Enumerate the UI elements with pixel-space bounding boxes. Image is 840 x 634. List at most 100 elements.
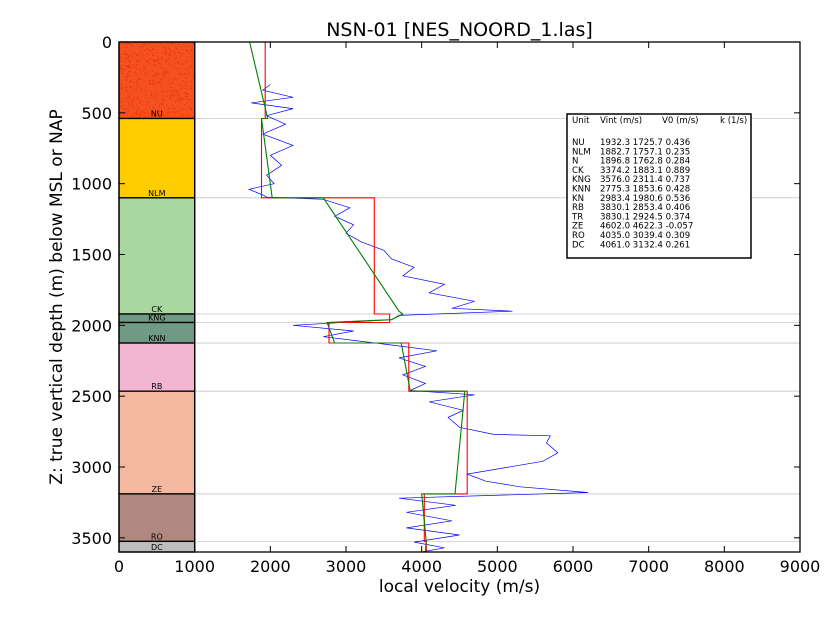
texture-dot bbox=[191, 116, 193, 118]
texture-dot bbox=[177, 111, 179, 113]
texture-dot bbox=[183, 84, 185, 86]
texture-dot bbox=[126, 107, 128, 109]
texture-dot bbox=[193, 50, 195, 52]
texture-dot bbox=[160, 64, 162, 66]
texture-dot bbox=[152, 59, 154, 61]
x-tick-label: 1000 bbox=[174, 557, 215, 576]
texture-dot bbox=[147, 111, 149, 113]
texture-dot bbox=[129, 70, 131, 72]
strat-unit-nu bbox=[118, 41, 196, 120]
texture-dot bbox=[155, 49, 157, 51]
texture-dot bbox=[147, 101, 149, 103]
texture-dot bbox=[128, 71, 130, 73]
texture-dot bbox=[188, 59, 190, 61]
texture-dot bbox=[128, 103, 130, 105]
texture-dot bbox=[183, 115, 185, 117]
texture-dot bbox=[138, 46, 140, 48]
texture-dot bbox=[174, 51, 176, 53]
texture-dot bbox=[182, 80, 184, 82]
texture-dot bbox=[185, 60, 187, 62]
texture-dot bbox=[178, 52, 180, 54]
texture-dot bbox=[139, 102, 141, 104]
texture-dot bbox=[178, 95, 180, 97]
texture-dot bbox=[173, 95, 175, 97]
texture-dot bbox=[146, 104, 148, 106]
texture-dot bbox=[121, 87, 123, 89]
texture-dot bbox=[169, 83, 171, 85]
legend-row-values: 2775.3 1853.6 0.428 bbox=[600, 185, 690, 195]
strat-label-dc: DC bbox=[151, 543, 163, 552]
texture-dot bbox=[189, 99, 191, 101]
texture-dot bbox=[185, 113, 187, 115]
texture-dot bbox=[156, 82, 158, 84]
texture-dot bbox=[186, 102, 188, 104]
texture-dot bbox=[125, 75, 127, 77]
y-tick-label: 1500 bbox=[71, 246, 112, 265]
texture-dot bbox=[152, 48, 154, 50]
y-tick-label: 2500 bbox=[71, 387, 112, 406]
texture-dot bbox=[163, 42, 165, 44]
texture-dot bbox=[126, 66, 128, 68]
texture-dot bbox=[176, 48, 178, 50]
texture-dot bbox=[138, 59, 140, 61]
texture-dot bbox=[157, 61, 159, 63]
texture-dot bbox=[127, 109, 129, 111]
texture-dot bbox=[173, 66, 175, 68]
texture-dot bbox=[145, 108, 147, 110]
texture-dot bbox=[124, 54, 126, 56]
texture-dot bbox=[178, 62, 180, 64]
texture-dot bbox=[166, 104, 168, 106]
texture-dot bbox=[125, 65, 127, 67]
texture-dot bbox=[190, 85, 192, 87]
texture-dot bbox=[126, 90, 128, 92]
legend-row-values: 3830.1 2853.4 0.406 bbox=[600, 203, 690, 213]
texture-dot bbox=[159, 110, 161, 112]
texture-dot bbox=[176, 97, 178, 99]
texture-dot bbox=[161, 55, 163, 57]
texture-dot bbox=[155, 109, 157, 111]
texture-dot bbox=[136, 83, 138, 85]
texture-dot bbox=[145, 91, 147, 93]
texture-dot bbox=[140, 117, 142, 119]
texture-dot bbox=[176, 68, 178, 70]
texture-dot bbox=[131, 104, 133, 106]
texture-dot bbox=[188, 106, 190, 108]
texture-dot bbox=[161, 86, 163, 88]
texture-dot bbox=[139, 45, 141, 47]
texture-dot bbox=[191, 60, 193, 62]
legend-row-values: 4061.0 3132.4 0.261 bbox=[600, 240, 690, 250]
legend-row-unit: ZE bbox=[572, 222, 583, 232]
texture-dot bbox=[147, 113, 149, 115]
texture-dot bbox=[185, 68, 187, 70]
texture-dot bbox=[186, 94, 188, 96]
x-tick-label: 6000 bbox=[553, 557, 594, 576]
texture-dot bbox=[172, 92, 174, 94]
x-ticks-layer: 0 1000 2000 3000 4000 5000 6000 7000 8000 9000 bbox=[114, 42, 820, 576]
texture-dot bbox=[123, 97, 125, 99]
texture-dot bbox=[185, 61, 187, 63]
texture-dot bbox=[150, 82, 152, 84]
texture-dot bbox=[136, 89, 138, 91]
texture-dot bbox=[128, 43, 130, 45]
texture-dot bbox=[131, 102, 133, 104]
texture-dot bbox=[180, 73, 182, 75]
legend-frame bbox=[566, 113, 752, 259]
texture-dot bbox=[170, 86, 172, 88]
texture-dot bbox=[185, 73, 187, 75]
texture-dot bbox=[168, 111, 170, 113]
texture-dot bbox=[169, 112, 171, 114]
texture-dot bbox=[133, 67, 135, 69]
texture-dot bbox=[181, 114, 183, 116]
texture-dot bbox=[139, 68, 141, 70]
texture-dot bbox=[192, 69, 194, 71]
texture-dot bbox=[128, 95, 130, 97]
x-tick-label: 8000 bbox=[704, 557, 745, 576]
texture-dot bbox=[154, 103, 156, 105]
texture-dot bbox=[137, 53, 139, 55]
texture-dot bbox=[180, 55, 182, 57]
texture-dot bbox=[179, 98, 181, 100]
texture-dot bbox=[163, 71, 165, 73]
texture-dot bbox=[132, 106, 134, 108]
texture-dot bbox=[119, 99, 121, 101]
